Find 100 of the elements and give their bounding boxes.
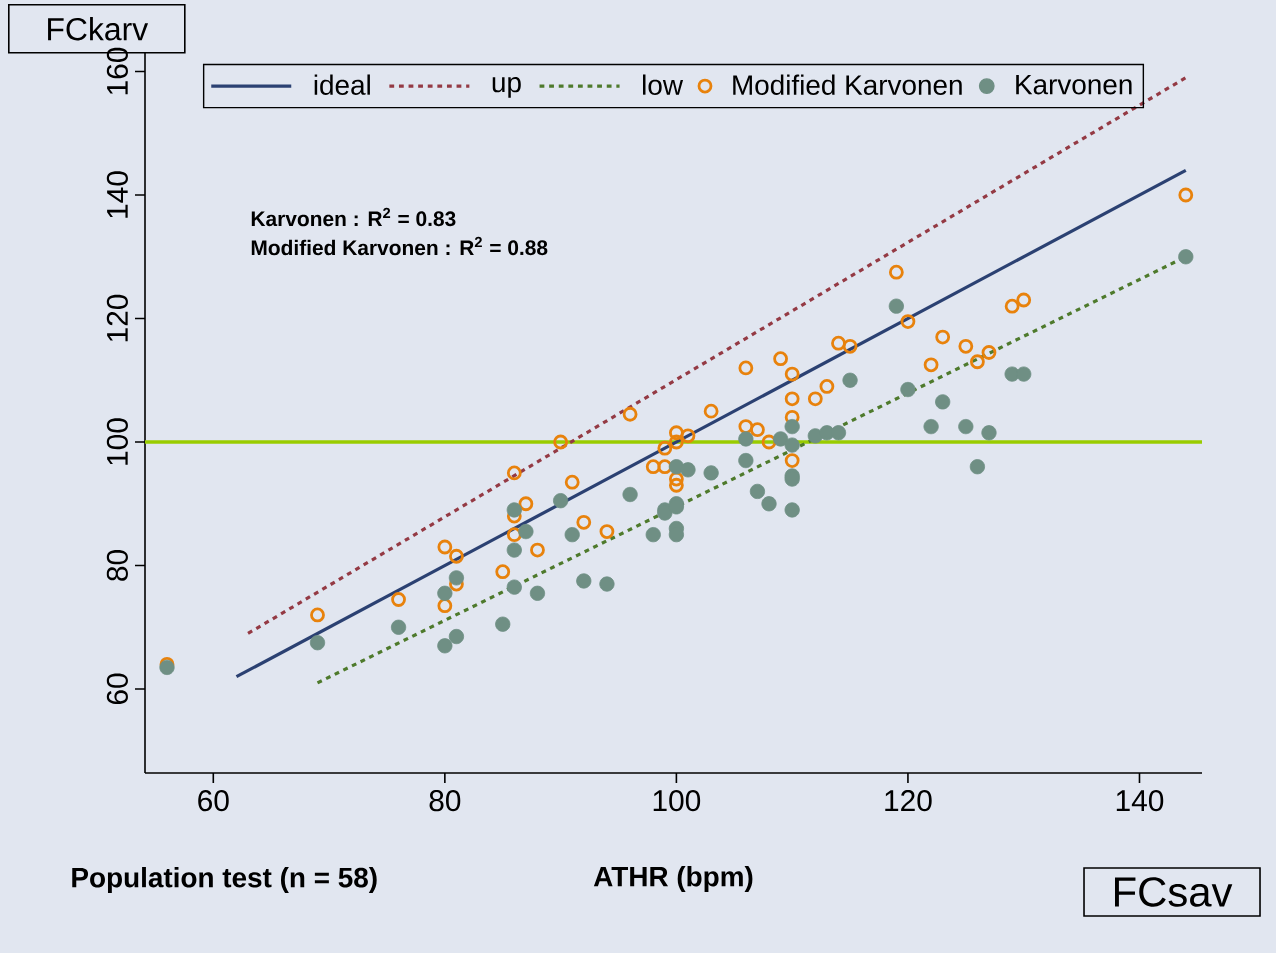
point xyxy=(923,418,939,435)
point xyxy=(773,351,788,367)
legend-label: low xyxy=(643,74,684,95)
point xyxy=(599,576,615,592)
point xyxy=(495,564,511,580)
point xyxy=(784,502,800,518)
y-tick-label: 80 xyxy=(106,550,128,581)
point xyxy=(645,459,661,475)
point xyxy=(784,418,800,435)
y-tick-label: 60 xyxy=(106,673,128,705)
point xyxy=(1016,292,1032,308)
point xyxy=(703,465,719,481)
point xyxy=(668,471,684,487)
text: FCkarv xyxy=(48,17,149,41)
point xyxy=(622,486,638,503)
point xyxy=(437,539,453,555)
point xyxy=(784,437,800,453)
point xyxy=(807,391,823,407)
x-tick-label: 100 xyxy=(653,790,701,812)
point xyxy=(738,419,754,434)
point xyxy=(390,619,407,635)
point xyxy=(1178,249,1194,265)
annotation: Karvonen : R$^{2}$ = 0.83 xyxy=(251,207,456,227)
point xyxy=(599,524,615,539)
point xyxy=(448,628,465,645)
point xyxy=(842,372,858,388)
point xyxy=(657,459,673,475)
point xyxy=(309,635,326,651)
x-tick-label: 140 xyxy=(1116,790,1164,812)
point xyxy=(668,434,684,450)
point xyxy=(888,264,904,280)
point xyxy=(564,527,580,543)
point xyxy=(831,335,846,351)
point xyxy=(784,391,800,407)
y-tick-label: 120 xyxy=(106,294,128,342)
y-tick-label: 160 xyxy=(106,47,128,95)
point xyxy=(310,607,325,623)
legend-label: ideal xyxy=(314,74,370,95)
point xyxy=(449,548,464,564)
x-tick-label: 80 xyxy=(429,790,461,812)
point xyxy=(830,425,847,441)
point xyxy=(495,616,511,632)
text: FCsav xyxy=(1115,877,1233,907)
point xyxy=(506,502,522,518)
point xyxy=(935,329,951,345)
point xyxy=(819,379,835,394)
point xyxy=(518,496,534,512)
point xyxy=(969,459,985,475)
point xyxy=(448,570,465,586)
annotation: Modified Karvonen : R$^{2}$ = 0.88 xyxy=(251,236,548,256)
point xyxy=(935,394,951,410)
point xyxy=(749,483,766,500)
point xyxy=(738,431,754,447)
point xyxy=(529,585,546,601)
point xyxy=(657,440,673,456)
x-tick-label: 60 xyxy=(198,790,229,812)
point xyxy=(668,477,684,493)
point xyxy=(680,428,696,444)
point xyxy=(159,659,175,676)
point xyxy=(958,418,974,435)
point xyxy=(761,434,777,450)
legend-label: Karvonen xyxy=(1016,74,1132,95)
point xyxy=(900,381,916,398)
point xyxy=(668,425,684,441)
point xyxy=(761,496,777,512)
point xyxy=(981,345,997,360)
point xyxy=(923,357,939,373)
text: Population test (n = 58) xyxy=(72,866,377,893)
x-axis-title: ATHR (bpm) xyxy=(593,866,753,892)
point xyxy=(888,298,904,314)
point xyxy=(703,403,719,419)
point xyxy=(1016,366,1032,382)
point xyxy=(784,366,800,382)
point xyxy=(553,434,569,450)
point xyxy=(437,638,453,654)
point xyxy=(842,338,858,354)
point xyxy=(750,422,765,438)
point xyxy=(564,474,580,490)
point xyxy=(553,493,569,509)
y-tick-label: 100 xyxy=(106,418,128,465)
point xyxy=(1178,187,1194,203)
point xyxy=(576,573,592,589)
point xyxy=(576,514,592,530)
point xyxy=(622,406,638,422)
point xyxy=(738,360,754,376)
point xyxy=(680,462,696,478)
point xyxy=(738,452,754,469)
legend-label: Modified Karvonen xyxy=(733,74,962,95)
point xyxy=(958,338,974,354)
point xyxy=(970,354,985,370)
point xyxy=(645,527,661,543)
point xyxy=(506,579,522,595)
point xyxy=(900,314,916,329)
point xyxy=(772,431,789,447)
point xyxy=(981,425,997,441)
point xyxy=(506,527,522,543)
point xyxy=(437,598,453,614)
point xyxy=(506,542,522,558)
point xyxy=(391,592,406,607)
x-tick-label: 120 xyxy=(885,790,932,812)
